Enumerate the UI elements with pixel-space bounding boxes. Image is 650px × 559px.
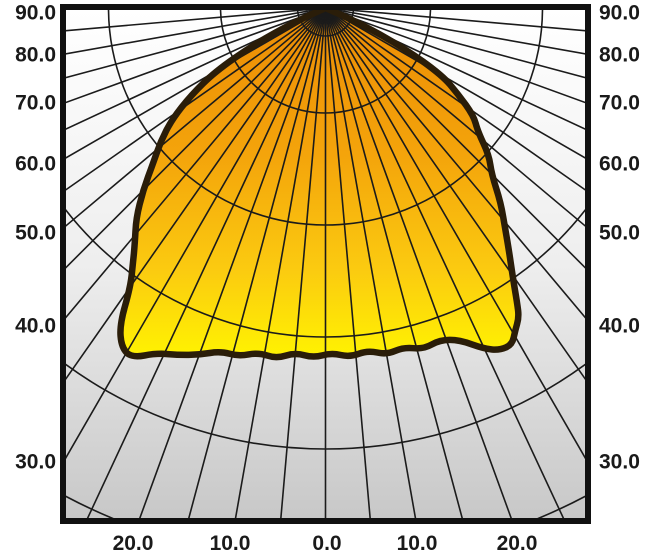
- bottom-tick-0: 0.0: [312, 532, 342, 555]
- right-tick-50: 50.0: [599, 221, 640, 245]
- right-tick-70: 70.0: [599, 91, 640, 115]
- beam-lobe-outline: [117, 10, 522, 361]
- left-tick-30: 30.0: [15, 450, 56, 474]
- left-tick-80: 80.0: [15, 43, 56, 67]
- bottom-tick-10-right: 10.0: [396, 532, 438, 555]
- right-tick-40: 40.0: [599, 314, 640, 338]
- right-tick-90: 90.0: [599, 1, 640, 25]
- bottom-tick-20-right: 20.0: [496, 532, 538, 555]
- left-tick-50: 50.0: [15, 221, 56, 245]
- left-tick-90: 90.0: [15, 1, 56, 25]
- left-tick-40: 40.0: [15, 314, 56, 338]
- right-tick-60: 60.0: [599, 152, 640, 176]
- left-tick-70: 70.0: [15, 91, 56, 115]
- bottom-tick-20-left: 20.0: [112, 532, 154, 555]
- right-tick-30: 30.0: [599, 450, 640, 474]
- right-tick-80: 80.0: [599, 43, 640, 67]
- left-tick-60: 60.0: [15, 152, 56, 176]
- plot-border: [60, 4, 591, 524]
- bottom-tick-10-left: 10.0: [209, 532, 251, 555]
